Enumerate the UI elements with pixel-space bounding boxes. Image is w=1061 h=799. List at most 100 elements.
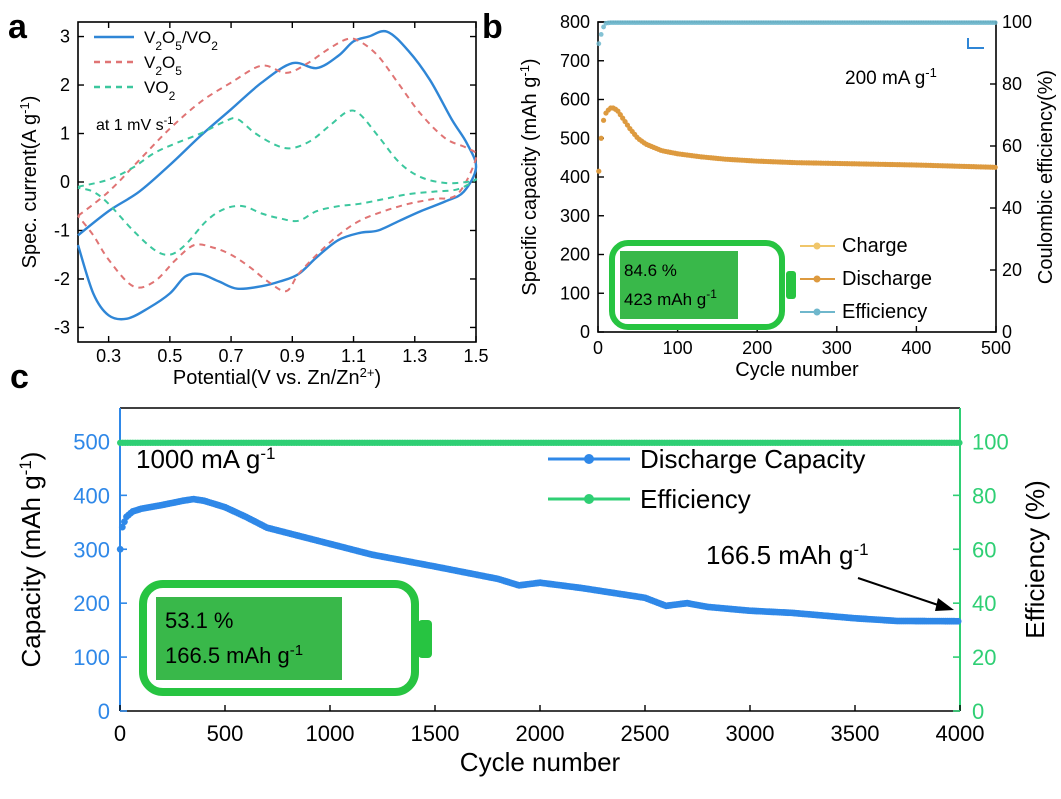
legend-marker xyxy=(584,454,594,464)
text-span: 166.5 mAh g xyxy=(706,540,853,570)
cv-curve-teal xyxy=(77,109,478,256)
efficiency-point xyxy=(992,20,998,26)
legend-label: VO2 xyxy=(144,78,176,103)
y-tick-label: 1 xyxy=(60,124,70,144)
y-tick-label: 700 xyxy=(560,51,590,71)
battery-icon xyxy=(139,580,419,696)
legend-marker xyxy=(813,275,821,283)
discharge-point xyxy=(992,164,998,170)
text-span: O xyxy=(162,28,175,47)
x-tick-label: 2000 xyxy=(516,721,565,746)
y2-tick-label: 20 xyxy=(972,645,996,670)
x-tick-label: 3500 xyxy=(831,721,880,746)
capacity-point xyxy=(954,617,962,625)
text-span: -1 xyxy=(853,540,868,559)
rate-label: 1000 mA g-1 xyxy=(136,444,275,475)
battery-icon xyxy=(609,240,785,330)
x-tick-label: 0 xyxy=(593,338,603,358)
y-tick-label: 300 xyxy=(560,206,590,226)
discharge-point xyxy=(596,168,602,174)
x-tick-label: 500 xyxy=(981,338,1011,358)
panel-letter-c: c xyxy=(10,358,29,396)
cv-curve-blue xyxy=(76,29,478,321)
efficiency-point xyxy=(598,32,604,37)
text-span: -1 xyxy=(290,642,303,659)
arrow-head-icon xyxy=(935,598,954,611)
efficiency-point xyxy=(956,439,963,446)
x-tick-label: 2500 xyxy=(621,721,670,746)
x-tick-label: 1.3 xyxy=(402,346,427,366)
text-span: V xyxy=(144,28,156,47)
panel-letter-b: b xyxy=(482,8,503,46)
text-span: -1 xyxy=(260,444,275,463)
x-tick-label: 300 xyxy=(822,338,852,358)
y-tick-label: 0 xyxy=(60,172,70,192)
x-axis-title: Cycle number xyxy=(460,747,621,777)
text-span: 166.5 mAh g xyxy=(165,643,290,668)
y-tick-label: 100 xyxy=(73,645,110,670)
y-tick-label: 0 xyxy=(580,322,590,342)
efficiency-point xyxy=(596,41,602,47)
x-tick-label: 500 xyxy=(207,721,244,746)
text-span: 2 xyxy=(169,89,176,103)
x-tick-label: 0.5 xyxy=(157,346,182,366)
text-span: V xyxy=(144,53,156,72)
text-span: -1 xyxy=(17,102,32,114)
y-axis-title: Spec. current(A g-1) xyxy=(17,96,42,269)
legend-label: V2O5 xyxy=(144,53,182,78)
text-span: -1 xyxy=(164,115,174,127)
x-tick-label: 0.3 xyxy=(96,346,121,366)
capacity-point xyxy=(118,523,126,531)
battery-fill xyxy=(620,251,738,319)
battery-capacity: 423 mAh g-1 xyxy=(624,287,717,309)
x-tick-label: 0.7 xyxy=(219,346,244,366)
text-span: O xyxy=(162,53,175,72)
text-span: ) xyxy=(519,58,541,65)
text-span: -1 xyxy=(517,65,532,77)
scan-rate-label: at 1 mV s-1 xyxy=(96,115,173,134)
legend-label: V2O5/VO2 xyxy=(144,28,218,53)
y2-tick-label: 100 xyxy=(1002,12,1032,32)
y-tick-label: 300 xyxy=(73,537,110,562)
text-span: VO xyxy=(144,78,169,97)
cv-curve-red xyxy=(77,37,478,293)
x-tick-label: 1500 xyxy=(411,721,460,746)
pointer-arrow xyxy=(857,577,945,608)
y2-tick-label: 20 xyxy=(1002,260,1022,280)
legend-marker xyxy=(813,242,821,250)
text-span: 5 xyxy=(175,64,182,78)
text-span: 2 xyxy=(155,39,162,53)
text-span: 2 xyxy=(211,39,218,53)
y-tick-label: 400 xyxy=(560,167,590,187)
text-span: at 1 mV s xyxy=(96,117,164,134)
y-tick-label: 0 xyxy=(98,699,110,724)
text-span: 2 xyxy=(155,64,162,78)
x-tick-label: 4000 xyxy=(936,721,985,746)
battery-terminal xyxy=(418,620,432,658)
y-tick-label: -1 xyxy=(54,220,70,240)
x-axis-title: Cycle number xyxy=(735,359,859,381)
text-span: ) xyxy=(374,367,381,389)
y2-tick-label: 80 xyxy=(1002,74,1022,94)
battery-retention: 53.1 % xyxy=(165,608,234,633)
legend-marker xyxy=(813,308,821,316)
text-span: Specific capacity (mAh g xyxy=(519,77,541,296)
legend-label: Efficiency xyxy=(640,484,751,514)
text-span: -1 xyxy=(706,287,717,301)
text-span: Capacity (mAh g xyxy=(16,475,46,667)
text-span: 5 xyxy=(175,39,182,53)
y2-axis-title: Coulombic efficiency(%) xyxy=(1035,70,1057,284)
text-span: Spec. current(A g xyxy=(19,114,41,269)
axis-arrow-icon xyxy=(967,38,984,49)
x-tick-label: 200 xyxy=(742,338,772,358)
x-tick-label: 0 xyxy=(114,721,126,746)
y2-tick-label: 40 xyxy=(1002,198,1022,218)
y-axis-title: Capacity (mAh g-1) xyxy=(16,452,47,668)
x-tick-label: 100 xyxy=(663,338,693,358)
x-axis-title: Potential(V vs. Zn/Zn2+) xyxy=(173,365,381,390)
y2-tick-label: 40 xyxy=(972,591,996,616)
y-tick-label: 200 xyxy=(73,591,110,616)
text-span: 200 mA g xyxy=(845,68,925,89)
text-span: 423 mAh g xyxy=(624,290,706,309)
